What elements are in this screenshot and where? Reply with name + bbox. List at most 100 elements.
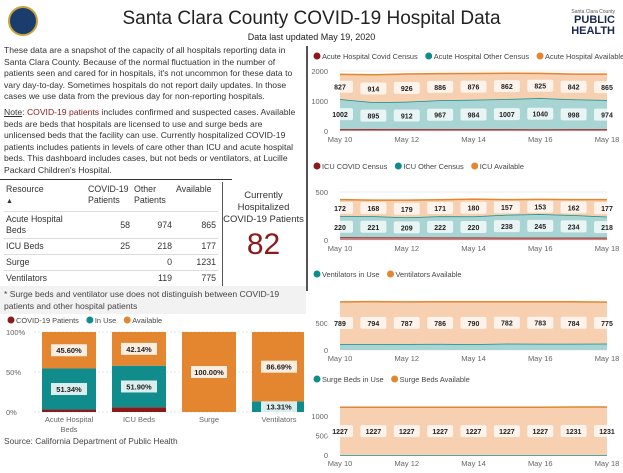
legend-label: Ventilators Available — [396, 270, 462, 279]
legend-dot — [313, 270, 321, 278]
table-cell: ICU Beds — [4, 238, 86, 255]
legend-dot — [313, 162, 321, 170]
data-label: 209 — [401, 225, 413, 232]
x-tick: May 16 — [528, 135, 553, 144]
data-label: 827 — [334, 85, 346, 92]
data-label-bg — [360, 425, 387, 438]
data-label: 179 — [401, 207, 413, 214]
data-label: 100.00% — [194, 368, 224, 377]
x-tick: Surge — [199, 415, 219, 424]
x-tick: May 14 — [461, 244, 486, 253]
data-label-bg — [427, 316, 454, 329]
data-label: 794 — [368, 321, 380, 328]
data-label: 45.60% — [56, 346, 82, 355]
acute-hospital-chart: Acute Hospital Covid Census Acute Hospita… — [311, 52, 623, 144]
data-label: 42.14% — [126, 345, 152, 354]
legend-dot — [7, 316, 15, 324]
page-title: Santa Clara County COVID-19 Hospital Dat… — [122, 8, 501, 29]
data-label: 876 — [468, 85, 480, 92]
data-label-bg — [493, 108, 520, 121]
x-tick: Acute Hospital — [45, 415, 94, 424]
table-row[interactable]: Surge 0 1231 — [4, 254, 218, 271]
legend-label: Surge Beds in Use — [322, 375, 384, 384]
surge-chart: Surge Beds in Use Surge Beds Available 0 50… — [311, 375, 620, 468]
logo-line1: PUBLIC — [574, 14, 615, 26]
data-label-bg — [493, 220, 520, 233]
data-label-bg — [121, 380, 157, 393]
table-cell: 865 — [174, 211, 218, 239]
y-tick: 0 — [324, 451, 328, 460]
data-label-bg — [560, 80, 587, 93]
data-label-bg — [121, 342, 157, 355]
data-label-bg — [191, 366, 227, 379]
data-label-bg — [393, 425, 420, 438]
table-cell — [86, 254, 132, 271]
data-label-bg — [560, 316, 587, 329]
legend-label: Surge Beds Available — [400, 375, 470, 384]
table-cell: 119 — [132, 270, 174, 287]
data-label-bg — [594, 425, 620, 438]
col-other[interactable]: Other Patients — [134, 183, 166, 205]
data-label: 895 — [368, 114, 380, 121]
x-tick: May 14 — [461, 354, 486, 363]
data-label: 180 — [468, 206, 480, 213]
x-tick: Ventilators — [261, 415, 296, 424]
legend-dot — [391, 375, 399, 383]
legend-label: ICU COVID Census — [322, 162, 388, 171]
data-label-bg — [393, 221, 420, 234]
series-line — [339, 72, 607, 76]
kpi-card: Currently Hospitalized COVID-19 Patients… — [222, 181, 304, 287]
note-text: Note: COVID-19 patients includes confirm… — [4, 106, 296, 175]
data-label: 177 — [601, 206, 613, 213]
data-label-bg — [460, 108, 487, 121]
legend-dot — [394, 162, 402, 170]
data-label-bg — [493, 316, 520, 329]
data-label: 842 — [568, 85, 580, 92]
table-row[interactable]: Ventilators 119 775 — [4, 270, 218, 287]
data-label-bg — [327, 425, 353, 438]
data-label-bg — [427, 220, 454, 233]
data-label: 984 — [468, 113, 480, 120]
data-label-bg — [360, 202, 387, 215]
table-row[interactable]: Acute Hospital Beds 58 974 865 — [4, 211, 218, 239]
data-label-bg — [327, 201, 353, 214]
area-0 — [340, 343, 607, 350]
x-tick: May 18 — [595, 354, 620, 363]
intro-text: These data are a snapshot of the capacit… — [4, 45, 293, 102]
x-tick: May 14 — [461, 459, 486, 468]
series-line — [339, 198, 608, 201]
data-label-bg — [427, 108, 454, 121]
table-cell: Ventilators — [4, 270, 86, 287]
data-label-bg — [327, 220, 353, 233]
data-label-bg — [393, 202, 420, 215]
data-label: 789 — [334, 321, 346, 328]
data-label-bg — [594, 81, 620, 94]
x-tick: May 12 — [394, 244, 419, 253]
x-tick: May 14 — [461, 135, 486, 144]
data-label: 238 — [501, 224, 513, 231]
y-tick: 0 — [324, 127, 328, 136]
legend-label: Acute Hospital Other Census — [434, 52, 530, 61]
data-label: 790 — [468, 321, 480, 328]
data-label-bg — [493, 80, 520, 93]
data-label: 912 — [401, 113, 413, 120]
data-label: 172 — [334, 206, 346, 213]
data-label: 775 — [601, 321, 613, 328]
data-label-bg — [594, 221, 620, 234]
data-label-bg — [594, 108, 620, 121]
x-tick: May 16 — [528, 244, 553, 253]
resource-table: Resource ▲ COVID-19 Patients Other Patien… — [4, 182, 218, 287]
col-covid[interactable]: COVID-19 Patients — [88, 183, 129, 205]
table-cell: 775 — [174, 270, 218, 287]
col-resource[interactable]: Resource ▲ — [6, 183, 44, 205]
col-available[interactable]: Available — [176, 183, 212, 194]
public-health-logo: Santa Clara County PUBLIC HEALTH — [571, 10, 615, 37]
data-label-bg — [427, 201, 454, 214]
data-label-bg — [560, 108, 587, 121]
data-label-bg — [527, 316, 554, 329]
data-label: 245 — [534, 224, 546, 231]
x-tick: May 16 — [528, 459, 553, 468]
table-row[interactable]: ICU Beds 25 218 177 — [4, 238, 218, 255]
kpi-label: Currently Hospitalized COVID-19 Patients — [223, 189, 304, 225]
x-tick: May 12 — [394, 459, 419, 468]
